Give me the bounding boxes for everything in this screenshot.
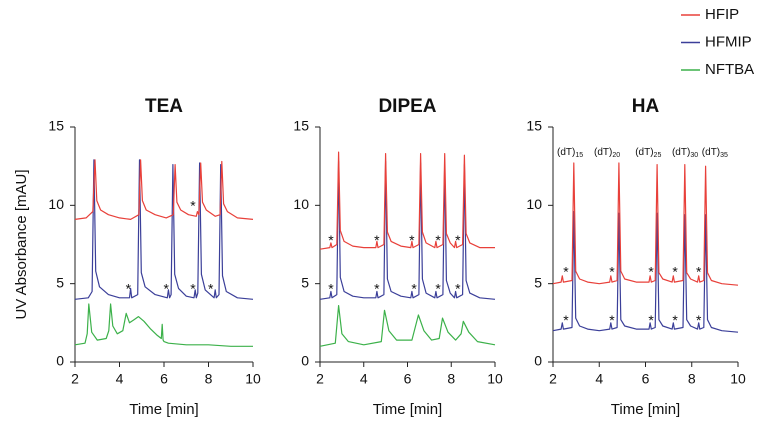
peak-marker: * [672, 263, 678, 279]
peak-marker: * [672, 312, 678, 328]
panel-title: HA [632, 96, 660, 117]
x-axis-label: Time [min] [373, 401, 442, 418]
peak-marker: * [126, 281, 132, 297]
trace [74, 303, 253, 347]
x-tick-label: 8 [205, 371, 213, 387]
peak-marker: * [609, 263, 615, 279]
legend-label: HFMIP [705, 33, 752, 50]
x-tick-label: 8 [447, 371, 455, 387]
y-tick-label: 10 [293, 196, 309, 212]
peak-label-sub: 25 [654, 152, 662, 159]
peak-label: (dT)30 [672, 147, 698, 159]
y-tick-label: 15 [48, 118, 64, 134]
legend-label: HFIP [705, 6, 739, 23]
peak-marker: * [328, 232, 334, 248]
x-tick-label: 2 [316, 371, 324, 387]
peak-label-sub: 15 [575, 152, 583, 159]
peak-marker: * [374, 232, 380, 248]
peak-label: (dT)20 [594, 147, 620, 159]
peak-label: (dT)15 [557, 147, 583, 159]
peak-label-text: (dT) [702, 147, 720, 158]
y-axis-label: UV Absorbance [mAU] [13, 169, 30, 319]
x-tick-label: 8 [688, 371, 696, 387]
peak-marker: * [411, 281, 417, 297]
trace [552, 162, 739, 286]
peak-label-text: (dT) [557, 147, 575, 158]
peak-marker: * [435, 281, 441, 297]
x-tick-label: 6 [404, 371, 412, 387]
x-tick-label: 10 [245, 371, 261, 387]
x-tick-label: 4 [116, 371, 124, 387]
peak-marker: * [455, 281, 461, 297]
panel-title: DIPEA [378, 96, 436, 117]
peak-marker: * [696, 312, 702, 328]
trace [319, 151, 495, 250]
peak-label: (dT)25 [635, 147, 661, 159]
x-axis-label: Time [min] [611, 401, 680, 418]
peak-label-text: (dT) [635, 147, 653, 158]
peak-label-sub: 30 [690, 152, 698, 159]
legend-label: NFTBA [705, 61, 754, 78]
x-tick-label: 4 [595, 371, 603, 387]
x-tick-label: 10 [730, 371, 746, 387]
x-axis-label: Time [min] [129, 401, 198, 418]
peak-label-text: (dT) [672, 147, 690, 158]
trace [552, 211, 739, 333]
y-tick-label: 15 [293, 118, 309, 134]
peak-marker: * [208, 281, 214, 297]
trace [319, 305, 496, 347]
y-tick-label: 5 [534, 274, 542, 290]
y-tick-label: 10 [526, 196, 542, 212]
trace [319, 160, 496, 300]
x-tick-label: 10 [487, 371, 503, 387]
peak-marker: * [374, 281, 380, 297]
y-tick-label: 0 [534, 353, 542, 369]
peak-marker: * [648, 312, 654, 328]
peak-marker: * [455, 232, 461, 248]
peak-marker: * [190, 281, 196, 297]
peak-marker: * [409, 232, 415, 248]
peak-label-text: (dT) [594, 147, 612, 158]
peak-marker: * [563, 263, 569, 279]
x-tick-label: 2 [71, 371, 79, 387]
peak-marker: * [648, 263, 654, 279]
trace [74, 159, 254, 220]
peak-marker: * [190, 197, 196, 213]
x-tick-label: 6 [642, 371, 650, 387]
y-tick-label: 10 [48, 196, 64, 212]
y-tick-label: 5 [301, 274, 309, 290]
peak-label: (dT)35 [702, 147, 728, 159]
peak-marker: * [563, 312, 569, 328]
y-tick-label: 0 [56, 353, 64, 369]
peak-label-sub: 20 [612, 152, 620, 159]
x-tick-label: 6 [160, 371, 168, 387]
panel-title: TEA [145, 96, 183, 117]
trace [74, 159, 254, 300]
peak-marker: * [696, 263, 702, 279]
y-tick-label: 0 [301, 353, 309, 369]
peak-label-sub: 35 [720, 152, 728, 159]
y-tick-label: 15 [526, 118, 542, 134]
y-tick-label: 5 [56, 274, 64, 290]
peak-marker: * [435, 232, 441, 248]
x-tick-label: 4 [360, 371, 368, 387]
peak-marker: * [609, 312, 615, 328]
x-tick-label: 2 [549, 371, 557, 387]
peak-marker: * [328, 281, 334, 297]
peak-marker: * [163, 281, 169, 297]
